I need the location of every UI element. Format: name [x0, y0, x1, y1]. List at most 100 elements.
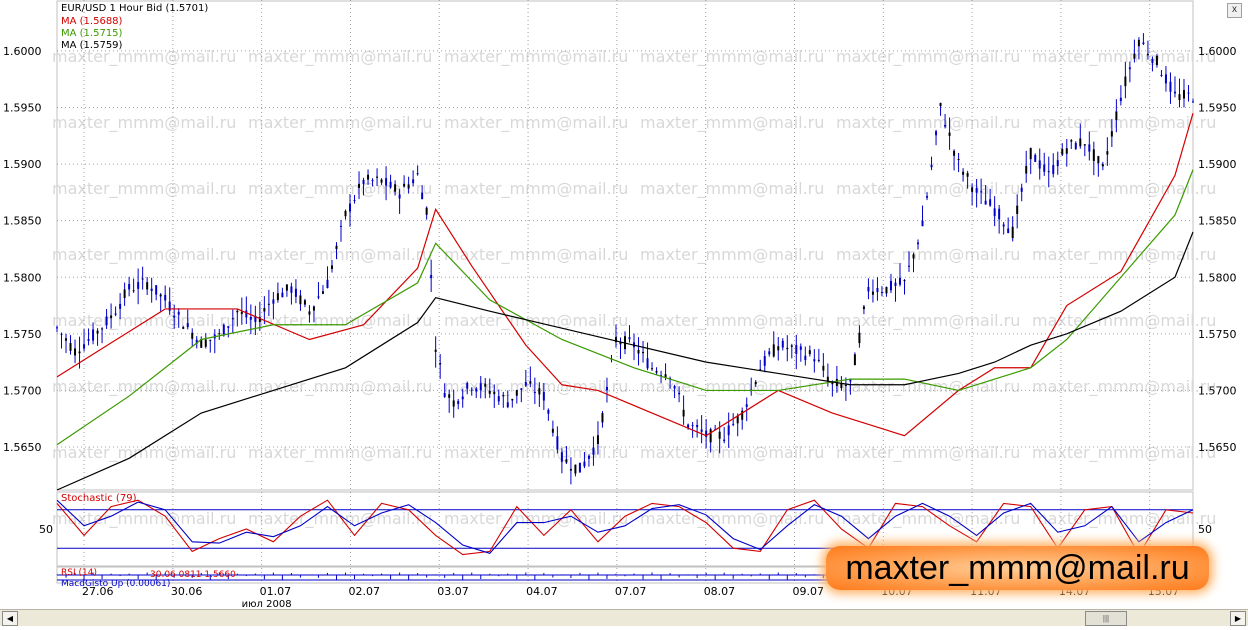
candle: [1192, 98, 1194, 103]
watermark-text: maxter_mmm@mail.ru: [52, 245, 236, 265]
candle: [177, 308, 180, 328]
y-tick-label-right: 1.5850: [1198, 215, 1237, 228]
candle: [294, 279, 297, 304]
watermark-text: maxter_mmm@mail.ru: [248, 245, 432, 265]
candle: [457, 399, 460, 410]
watermark-text: maxter_mmm@mail.ru: [836, 47, 1020, 67]
candle: [168, 287, 171, 315]
candle: [587, 454, 590, 467]
candle: [957, 152, 960, 173]
watermark-text: maxter_mmm@mail.ru: [1032, 443, 1216, 463]
candle: [1133, 39, 1136, 63]
candle: [732, 413, 735, 427]
candle: [344, 209, 347, 220]
candle: [844, 377, 847, 401]
candle: [948, 117, 951, 150]
candle: [1092, 141, 1095, 176]
candle: [700, 415, 703, 444]
candle: [1025, 150, 1028, 183]
candle: [349, 194, 352, 227]
candle: [912, 252, 915, 273]
stochastic-label: Stochastic (79): [61, 493, 137, 504]
horizontal-scrollbar[interactable]: ◀ ||| ▶: [0, 609, 1248, 626]
candle: [930, 156, 933, 171]
scroll-left-arrow-icon[interactable]: ◀: [2, 611, 18, 626]
candle: [619, 337, 622, 359]
candle: [434, 336, 437, 368]
candle: [651, 362, 654, 371]
candle: [1182, 78, 1185, 108]
candle: [822, 353, 825, 378]
scroll-thumb[interactable]: |||: [1085, 611, 1127, 626]
candle: [398, 188, 401, 214]
candle: [560, 448, 563, 474]
watermark-text: maxter_mmm@mail.ru: [248, 509, 432, 529]
candle: [601, 411, 604, 428]
candle: [276, 282, 279, 303]
candle: [768, 347, 771, 357]
candle: [123, 282, 126, 306]
candle: [141, 266, 144, 290]
candle: [385, 166, 388, 201]
candle: [146, 277, 149, 296]
ma-mid-line: [56, 169, 1194, 446]
candle: [83, 329, 86, 352]
candle: [1088, 131, 1091, 161]
candle: [1151, 56, 1154, 72]
x-tick-label: 08.07: [704, 585, 736, 598]
candle: [1115, 99, 1118, 133]
watermark-text: maxter_mmm@mail.ru: [52, 179, 236, 199]
x-tick-label: 07.07: [615, 585, 647, 598]
candle: [962, 168, 965, 182]
candle: [114, 306, 117, 317]
candle: [394, 180, 397, 196]
candle: [479, 375, 482, 399]
candle: [511, 398, 514, 408]
candle: [1070, 139, 1073, 149]
legend-ma-slow: MA (1.5759): [61, 40, 123, 51]
candle: [569, 457, 572, 485]
watermark-text: maxter_mmm@mail.ru: [52, 47, 236, 67]
candle: [299, 289, 302, 311]
candle: [227, 325, 230, 338]
candle: [358, 171, 361, 200]
watermark-text: maxter_mmm@mail.ru: [248, 311, 432, 331]
candle: [777, 337, 780, 361]
close-chart-button[interactable]: x: [1227, 3, 1242, 18]
candle: [939, 102, 942, 116]
candle: [971, 183, 974, 206]
candle: [592, 436, 595, 466]
y-tick-label-left: 1.5750: [3, 328, 42, 341]
candle: [439, 354, 442, 379]
watermark-text: maxter_mmm@mail.ru: [444, 509, 628, 529]
candle: [1007, 217, 1010, 234]
candle: [132, 278, 135, 293]
watermark-text: maxter_mmm@mail.ru: [248, 377, 432, 397]
candle: [1128, 61, 1131, 83]
candle: [195, 336, 198, 349]
watermark-text: maxter_mmm@mail.ru: [52, 443, 236, 463]
watermark-text: maxter_mmm@mail.ru: [248, 443, 432, 463]
y-tick-label-right: 1.5900: [1198, 158, 1237, 171]
ma-fast-line: [56, 112, 1194, 437]
candle: [921, 205, 924, 227]
candle: [1011, 216, 1014, 242]
candle: [673, 384, 676, 399]
candle: [529, 366, 532, 388]
candle: [164, 285, 167, 308]
watermark-text: maxter_mmm@mail.ru: [640, 113, 824, 133]
candle: [953, 149, 956, 171]
watermark-text: maxter_mmm@mail.ru: [444, 443, 628, 463]
candle: [452, 389, 455, 418]
candle: [470, 387, 473, 396]
candle: [1137, 37, 1140, 60]
candle: [660, 370, 663, 384]
watermark-text: maxter_mmm@mail.ru: [640, 443, 824, 463]
watermark-text: maxter_mmm@mail.ru: [444, 179, 628, 199]
candle: [403, 175, 406, 188]
candle: [321, 285, 324, 295]
scroll-right-arrow-icon[interactable]: ▶: [1230, 611, 1246, 626]
candle: [150, 277, 153, 303]
rsi-label: RSI (14): [61, 568, 97, 578]
